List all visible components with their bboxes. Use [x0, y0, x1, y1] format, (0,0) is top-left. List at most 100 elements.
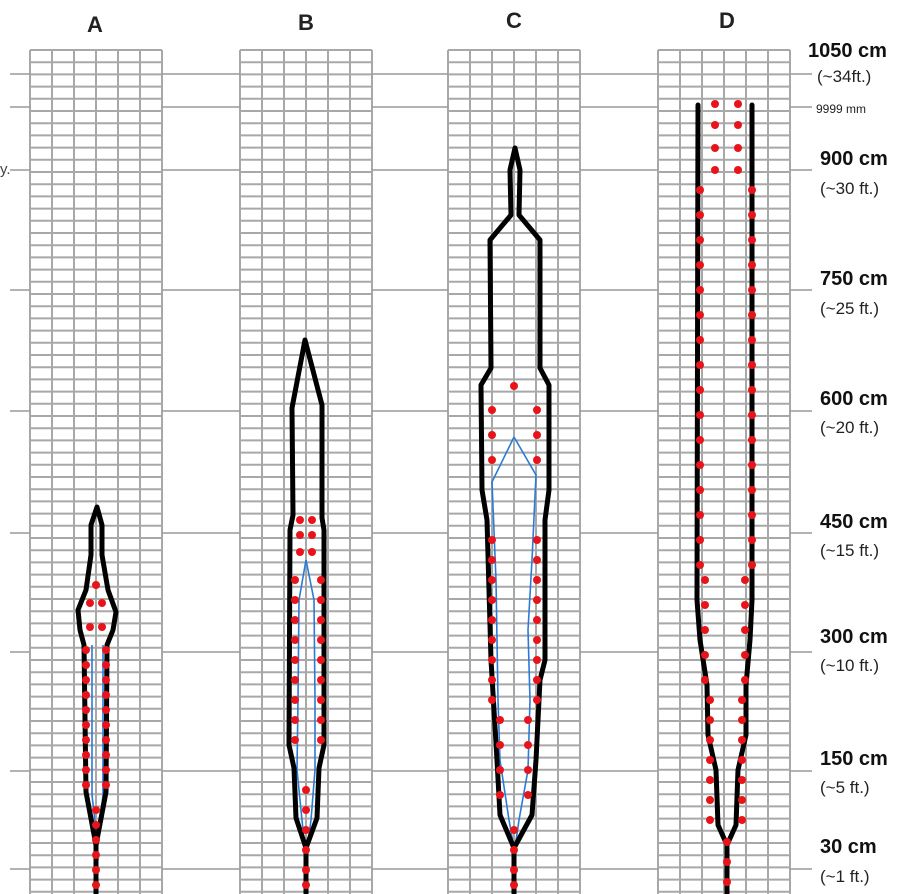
- dot-a-top-1: [92, 581, 100, 589]
- dot-d-32: [748, 561, 756, 569]
- dot-d-16: [748, 361, 756, 369]
- cut-off-label: y.: [0, 161, 11, 178]
- dot-b-stem-6: [302, 881, 310, 889]
- dot-b-2: [317, 576, 325, 584]
- dot-b-14: [317, 696, 325, 704]
- dot-d-22: [748, 436, 756, 444]
- flame-b-outline: [286, 337, 327, 894]
- flame-outlines: [75, 102, 755, 894]
- dot-d-4: [748, 211, 756, 219]
- dot-d-28: [748, 511, 756, 519]
- dot-a-upper-4: [98, 623, 106, 631]
- dot-d-mid-9: [701, 676, 709, 684]
- column-title-d: D: [719, 8, 735, 33]
- dot-b-15: [291, 716, 299, 724]
- dot-d-mid-8: [741, 651, 749, 659]
- height-label-1050-ft: (~34ft.): [817, 67, 871, 86]
- dot-c-8: [533, 596, 541, 604]
- dot-d-24: [748, 461, 756, 469]
- height-label-300-cm: 300 cm: [820, 626, 888, 648]
- dot-b-5: [291, 616, 299, 624]
- dot-d-2: [748, 186, 756, 194]
- dot-b-9: [291, 656, 299, 664]
- dot-c-15: [488, 676, 496, 684]
- dot-a-upper-3: [86, 623, 94, 631]
- height-label-750-ft: (~25 ft.): [820, 299, 879, 318]
- dot-c-lower-8: [524, 791, 532, 799]
- dot-c-stem-1: [510, 826, 518, 834]
- dot-c-stem-4: [510, 881, 518, 889]
- dot-b-18: [317, 736, 325, 744]
- dot-d-top-2: [734, 100, 742, 108]
- dot-d-lower-6: [738, 736, 746, 744]
- dot-c-12: [533, 636, 541, 644]
- dot-a-2: [102, 646, 110, 654]
- dot-d-15: [696, 361, 704, 369]
- dot-d-25: [696, 486, 704, 494]
- height-label-150-cm: 150 cm: [820, 748, 888, 770]
- dot-a-upper-1: [86, 599, 94, 607]
- dot-d-29: [696, 536, 704, 544]
- dot-c-upper-5: [488, 456, 496, 464]
- dot-d-mid-7: [701, 651, 709, 659]
- dot-c-18: [533, 696, 541, 704]
- dot-a-7: [82, 691, 90, 699]
- column-title-c: C: [506, 8, 522, 33]
- dot-d-7: [696, 261, 704, 269]
- dot-b-11: [291, 676, 299, 684]
- measurement-dots: [82, 100, 756, 889]
- dot-b-7: [291, 636, 299, 644]
- column-title-a: A: [87, 12, 103, 37]
- dot-a-15: [82, 751, 90, 759]
- dot-d-mid-3: [701, 601, 709, 609]
- dot-a-upper-2: [98, 599, 106, 607]
- dot-d-lower-11: [706, 796, 714, 804]
- dot-b-upper-4: [308, 531, 316, 539]
- dot-d-mid-4: [741, 601, 749, 609]
- height-label-9999-mm: 9999 mm: [816, 102, 866, 116]
- dot-d-top-4: [734, 121, 742, 129]
- dot-a-14: [102, 736, 110, 744]
- dot-d-27: [696, 511, 704, 519]
- height-label-150-ft: (~5 ft.): [820, 778, 870, 797]
- dot-d-top-3: [711, 121, 719, 129]
- dot-d-lower-10: [738, 776, 746, 784]
- height-reference-lines: [10, 73, 812, 870]
- dot-b-stem-3: [302, 826, 310, 834]
- dot-c-lower-2: [524, 716, 532, 724]
- dot-d-20: [748, 411, 756, 419]
- dot-d-31: [696, 561, 704, 569]
- dot-c-lower-6: [524, 766, 532, 774]
- dot-d-top-7: [711, 166, 719, 174]
- dot-c-3: [488, 556, 496, 564]
- dot-c-upper-1: [488, 406, 496, 414]
- dot-a-19: [82, 781, 90, 789]
- dot-b-stem-2: [302, 806, 310, 814]
- dot-d-top-8: [734, 166, 742, 174]
- dot-b-13: [291, 696, 299, 704]
- dot-c-upper-2: [533, 406, 541, 414]
- dot-a-13: [82, 736, 90, 744]
- dot-c-11: [488, 636, 496, 644]
- flame-a-outline: [75, 504, 119, 894]
- dot-d-19: [696, 411, 704, 419]
- dot-d-21: [696, 436, 704, 444]
- dot-c-lower-3: [496, 741, 504, 749]
- dot-c-17: [488, 696, 496, 704]
- flame-d-left-outline: [694, 102, 730, 894]
- height-label-450-cm: 450 cm: [820, 511, 888, 533]
- dot-a-stem-3: [92, 836, 100, 844]
- dot-d-30: [748, 536, 756, 544]
- dot-a-3: [82, 661, 90, 669]
- dot-a-9: [82, 706, 90, 714]
- dot-a-1: [82, 646, 90, 654]
- dot-c-7: [488, 596, 496, 604]
- dot-d-lower-9: [706, 776, 714, 784]
- grid-panel-c: [447, 49, 581, 894]
- dot-c-14: [533, 656, 541, 664]
- dot-a-stem-2: [92, 821, 100, 829]
- dot-c-13: [488, 656, 496, 664]
- dot-b-4: [317, 596, 325, 604]
- dot-d-3: [696, 211, 704, 219]
- dot-c-top-1: [510, 382, 518, 390]
